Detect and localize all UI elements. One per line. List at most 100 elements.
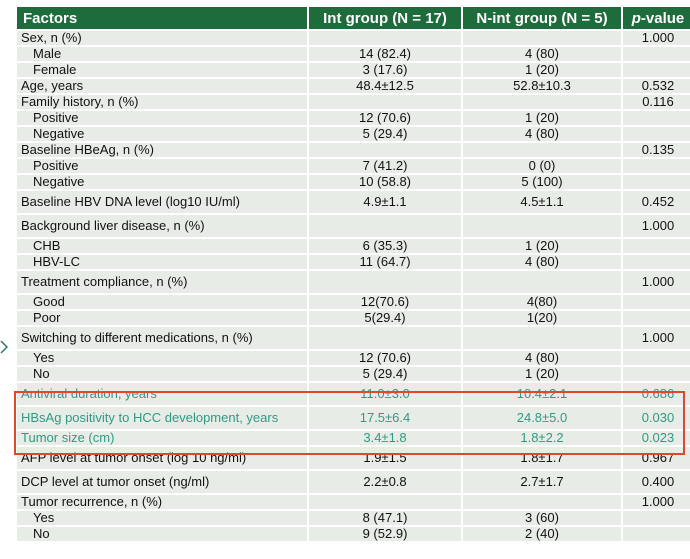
table-row: Family history, n (%) 0.116 bbox=[17, 95, 690, 109]
int-cell: 7 (41.2) bbox=[309, 159, 461, 173]
nint-cell: 24.8±5.0 bbox=[463, 407, 621, 429]
chevron-right-icon bbox=[0, 340, 8, 354]
int-cell: 12 (70.6) bbox=[309, 351, 461, 365]
int-cell: 1.9±1.5 bbox=[309, 447, 461, 469]
p-cell: 0.135 bbox=[623, 143, 690, 157]
table-row: Positive 12 (70.6) 1 (20) bbox=[17, 111, 690, 125]
p-cell: 0.023 bbox=[623, 431, 690, 445]
nint-cell bbox=[463, 327, 621, 349]
int-cell: 3.4±1.8 bbox=[309, 431, 461, 445]
p-cell bbox=[623, 175, 690, 189]
factor-cell: Antiviral duration, years bbox=[17, 383, 307, 405]
p-cell bbox=[623, 63, 690, 77]
factor-cell: Female bbox=[17, 63, 307, 77]
header-nint-group: N-int group (N = 5) bbox=[463, 7, 621, 29]
int-cell: 4.9±1.1 bbox=[309, 191, 461, 213]
p-cell: 1.000 bbox=[623, 495, 690, 509]
int-cell bbox=[309, 327, 461, 349]
table-row: Baseline HBV DNA level (log10 IU/ml) 4.9±… bbox=[17, 191, 690, 213]
p-cell bbox=[623, 111, 690, 125]
nint-cell: 1(20) bbox=[463, 311, 621, 325]
int-cell bbox=[309, 495, 461, 509]
table-header-row: Factors Int group (N = 17) N-int group (… bbox=[17, 7, 690, 29]
factor-cell: Switching to different medications, n (%… bbox=[17, 327, 307, 349]
factor-cell: DCP level at tumor onset (ng/ml) bbox=[17, 471, 307, 493]
nint-cell: 4 (80) bbox=[463, 47, 621, 61]
table-row: AFP level at tumor onset (log 10 ng/ml) 1… bbox=[17, 447, 690, 469]
header-int-group: Int group (N = 17) bbox=[309, 7, 461, 29]
int-cell: 6 (35.3) bbox=[309, 239, 461, 253]
nint-cell bbox=[463, 495, 621, 509]
p-cell: 0.030 bbox=[623, 407, 690, 429]
factor-cell: Tumor size (cm) bbox=[17, 431, 307, 445]
factor-cell: HBsAg positivity to HCC development, yea… bbox=[17, 407, 307, 429]
nint-cell: 2 (40) bbox=[463, 527, 621, 541]
p-cell bbox=[623, 351, 690, 365]
nint-cell: 4 (80) bbox=[463, 127, 621, 141]
int-cell: 17.5±6.4 bbox=[309, 407, 461, 429]
factor-cell: Male bbox=[17, 47, 307, 61]
factor-cell: Positive bbox=[17, 111, 307, 125]
table-row: Yes 8 (47.1) 3 (60) bbox=[17, 511, 690, 525]
factor-cell: Age, years bbox=[17, 79, 307, 93]
int-cell: 12 (70.6) bbox=[309, 111, 461, 125]
header-p-italic: p bbox=[631, 9, 641, 27]
factor-cell: Background liver disease, n (%) bbox=[17, 215, 307, 237]
int-cell: 5 (29.4) bbox=[309, 367, 461, 381]
nint-cell: 5 (100) bbox=[463, 175, 621, 189]
factor-cell: No bbox=[17, 527, 307, 541]
nint-cell bbox=[463, 215, 621, 237]
factor-cell: Negative bbox=[17, 127, 307, 141]
int-cell: 8 (47.1) bbox=[309, 511, 461, 525]
factor-cell: Sex, n (%) bbox=[17, 31, 307, 45]
p-cell bbox=[623, 511, 690, 525]
int-cell bbox=[309, 143, 461, 157]
table-row: Female 3 (17.6) 1 (20) bbox=[17, 63, 690, 77]
p-cell: 1.000 bbox=[623, 31, 690, 45]
int-cell: 11 (64.7) bbox=[309, 255, 461, 269]
nint-cell: 1 (20) bbox=[463, 239, 621, 253]
factors-table: Factors Int group (N = 17) N-int group (… bbox=[15, 5, 690, 543]
nint-cell: 1 (20) bbox=[463, 367, 621, 381]
factor-cell: Baseline HBV DNA level (log10 IU/ml) bbox=[17, 191, 307, 213]
p-cell bbox=[623, 255, 690, 269]
p-cell bbox=[623, 127, 690, 141]
table-row: Good 12(70.6) 4(80) bbox=[17, 295, 690, 309]
int-cell: 9 (52.9) bbox=[309, 527, 461, 541]
factor-cell: Yes bbox=[17, 351, 307, 365]
table-row: Switching to different medications, n (%… bbox=[17, 327, 690, 349]
p-cell bbox=[623, 47, 690, 61]
nint-cell: 4 (80) bbox=[463, 255, 621, 269]
table-row: Male 14 (82.4) 4 (80) bbox=[17, 47, 690, 61]
int-cell: 10 (58.8) bbox=[309, 175, 461, 189]
table-row: DCP level at tumor onset (ng/ml) 2.2±0.8 2… bbox=[17, 471, 690, 493]
int-cell bbox=[309, 95, 461, 109]
p-cell bbox=[623, 239, 690, 253]
nint-cell bbox=[463, 95, 621, 109]
p-cell bbox=[623, 311, 690, 325]
int-cell: 2.2±0.8 bbox=[309, 471, 461, 493]
factor-cell: Baseline HBeAg, n (%) bbox=[17, 143, 307, 157]
table-row-highlighted: Antiviral duration, years 11.0±3.0 10.4±2.… bbox=[17, 383, 690, 405]
factor-cell: Family history, n (%) bbox=[17, 95, 307, 109]
table-row-highlighted: HBsAg positivity to HCC development, yea… bbox=[17, 407, 690, 429]
table-row: Background liver disease, n (%) 1.000 bbox=[17, 215, 690, 237]
table-row: HBV-LC 11 (64.7) 4 (80) bbox=[17, 255, 690, 269]
p-cell: 0.686 bbox=[623, 383, 690, 405]
nint-cell bbox=[463, 143, 621, 157]
int-cell: 14 (82.4) bbox=[309, 47, 461, 61]
nint-cell: 1 (20) bbox=[463, 63, 621, 77]
header-p-value: p-value bbox=[623, 7, 690, 29]
p-cell bbox=[623, 159, 690, 173]
table-row: No 5 (29.4) 1 (20) bbox=[17, 367, 690, 381]
factor-cell: Poor bbox=[17, 311, 307, 325]
nint-cell bbox=[463, 31, 621, 45]
nint-cell: 4(80) bbox=[463, 295, 621, 309]
nint-cell: 2.7±1.7 bbox=[463, 471, 621, 493]
factor-cell: Tumor recurrence, n (%) bbox=[17, 495, 307, 509]
table-row: Yes 12 (70.6) 4 (80) bbox=[17, 351, 690, 365]
nint-cell: 52.8±10.3 bbox=[463, 79, 621, 93]
table-row: CHB 6 (35.3) 1 (20) bbox=[17, 239, 690, 253]
table-row: Baseline HBeAg, n (%) 0.135 bbox=[17, 143, 690, 157]
table-row: Sex, n (%) 1.000 bbox=[17, 31, 690, 45]
